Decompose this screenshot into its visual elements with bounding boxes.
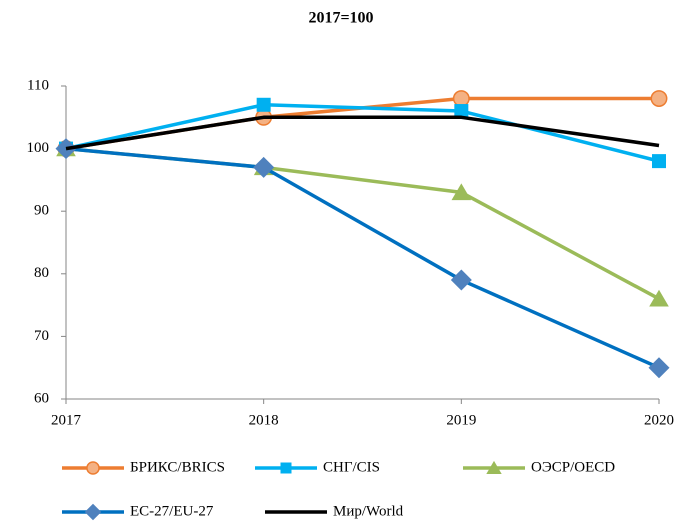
x-tick-label: 2019 [446,412,476,428]
marker [452,90,470,107]
marker [450,269,472,291]
legend-label: ЕС-27/EU-27 [130,503,214,519]
chart-title: 2017=100 [308,10,373,27]
legend-marker [486,460,502,475]
legend-label: СНГ/CIS [323,459,380,475]
marker [451,183,472,201]
x-tick-label: 2018 [249,412,279,428]
legend-label: ОЭСР/OECD [531,459,615,475]
series-line [65,103,660,163]
legend-label: Мир/World [333,503,404,519]
y-tick-label: 90 [34,203,49,219]
series-line [65,96,659,151]
y-tick-label: 70 [34,328,49,344]
marker [648,357,670,379]
y-tick-label: 80 [34,265,49,281]
y-tick-label: 60 [34,390,49,406]
y-tick-label: 110 [27,77,49,93]
marker [649,289,669,307]
x-tick-label: 2017 [51,412,82,428]
series-line [65,115,660,151]
marker [650,90,668,107]
marker [256,97,271,112]
marker [454,104,469,119]
y-tick-label: 100 [27,140,50,156]
legend-marker [86,461,100,475]
legend-label: БРИКС/BRICS [130,459,225,475]
series-line [65,146,660,370]
marker [253,156,275,178]
legend-marker [280,462,292,474]
marker [652,154,666,169]
x-tick-label: 2020 [644,412,674,428]
legend-marker [84,503,102,521]
